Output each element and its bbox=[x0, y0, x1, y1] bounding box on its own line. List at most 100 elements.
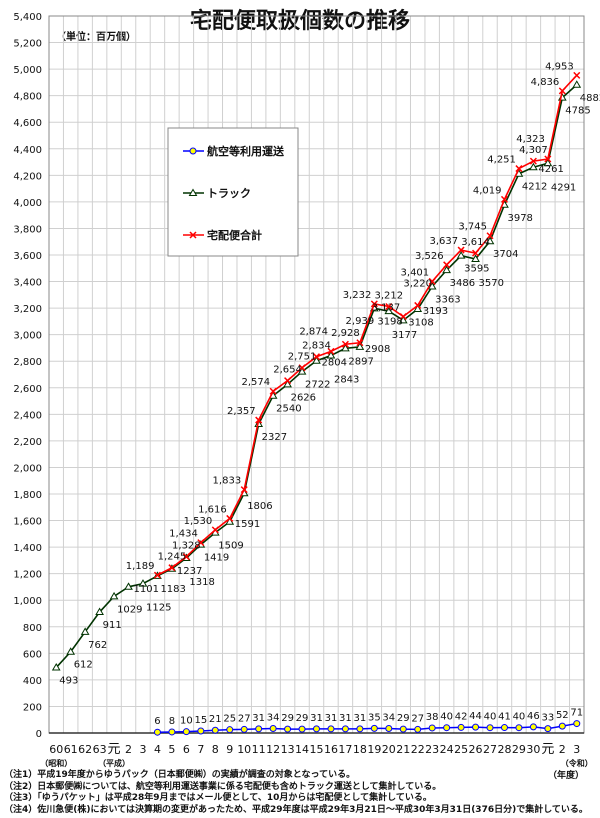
data-label: 3,745 bbox=[458, 222, 487, 233]
y-tick-label: 0 bbox=[36, 729, 42, 740]
y-tick-label: 1,600 bbox=[13, 517, 42, 528]
data-point-triangle bbox=[572, 80, 582, 88]
x-tick-label: 2 bbox=[559, 743, 566, 756]
data-point-triangle bbox=[413, 304, 423, 313]
data-point-circle bbox=[168, 728, 176, 736]
data-label: 911 bbox=[103, 620, 122, 631]
x-tick-label: 3 bbox=[139, 743, 146, 756]
data-point-circle bbox=[500, 724, 508, 732]
data-point-triangle bbox=[109, 591, 119, 600]
x-tick-label: 24 bbox=[440, 743, 454, 756]
data-label: 4,836 bbox=[531, 77, 560, 88]
data-point-x bbox=[197, 539, 205, 547]
data-point-triangle bbox=[398, 315, 408, 324]
data-label: 3595 bbox=[464, 264, 489, 275]
data-label: 29 bbox=[397, 713, 410, 724]
data-point-triangle bbox=[188, 188, 198, 196]
data-point-triangle bbox=[341, 343, 350, 352]
y-tick-label: 3,000 bbox=[13, 331, 42, 342]
data-point-circle bbox=[529, 723, 537, 731]
y-tick-label: 400 bbox=[23, 676, 42, 687]
x-tick-label: 11 bbox=[252, 743, 266, 756]
data-point-x bbox=[327, 347, 335, 355]
data-label: 6 bbox=[154, 716, 160, 727]
data-label: 31 bbox=[354, 713, 367, 724]
y-tick-label: 4,200 bbox=[13, 171, 42, 182]
data-label: 1,328 bbox=[172, 541, 201, 552]
data-point-x bbox=[226, 514, 234, 522]
data-label: 35 bbox=[368, 712, 381, 723]
data-label: 4882 bbox=[580, 93, 600, 104]
data-point-x bbox=[255, 416, 263, 424]
data-label: 762 bbox=[88, 640, 107, 651]
data-label: 2908 bbox=[365, 344, 390, 355]
data-point-x bbox=[500, 195, 509, 203]
data-label: 2327 bbox=[262, 432, 287, 443]
x-tick-label: 元 bbox=[541, 742, 554, 757]
data-label: 1,245 bbox=[158, 552, 187, 563]
y-tick-label: 1,000 bbox=[13, 596, 42, 607]
data-point-x bbox=[399, 312, 407, 321]
data-label: 25 bbox=[223, 714, 236, 725]
data-label: 3978 bbox=[507, 213, 532, 224]
data-label: 29 bbox=[281, 713, 294, 724]
data-label: 1125 bbox=[146, 603, 171, 614]
data-label: 31 bbox=[252, 713, 265, 724]
data-label: 4,323 bbox=[516, 134, 545, 145]
data-label: 40 bbox=[484, 712, 497, 723]
data-label: 33 bbox=[541, 713, 554, 724]
data-label: 41 bbox=[498, 712, 511, 723]
footnote: （注3）「ゆうパケット」は平成28年9月まではメール便として、10月からは宅配便… bbox=[4, 793, 432, 803]
x-tick-label: 21 bbox=[396, 743, 410, 756]
data-label: 1,833 bbox=[213, 476, 242, 487]
data-label: 1419 bbox=[204, 553, 229, 564]
unit-label: （単位：百万個） bbox=[56, 30, 136, 43]
data-label: 3,614 bbox=[461, 237, 490, 248]
x-axis-label: （年度） bbox=[548, 769, 584, 781]
y-tick-label: 5,400 bbox=[13, 12, 42, 23]
y-tick-label: 3,800 bbox=[13, 224, 42, 235]
x-tick-label: 2 bbox=[125, 743, 132, 756]
data-label: 3177 bbox=[392, 330, 417, 341]
data-point-triangle bbox=[297, 367, 307, 375]
data-point-triangle bbox=[283, 379, 292, 388]
data-point-triangle bbox=[95, 607, 104, 616]
data-point-x bbox=[356, 339, 364, 347]
chart-title: 宅配便取扱個数の推移 bbox=[190, 8, 410, 34]
x-tick-label: 14 bbox=[295, 743, 309, 756]
data-point-x bbox=[428, 277, 436, 285]
data-point-circle bbox=[197, 727, 205, 735]
data-point-circle bbox=[226, 726, 234, 734]
era-label: （昭和） bbox=[40, 758, 72, 768]
data-label: 27 bbox=[411, 713, 424, 724]
data-point-triangle bbox=[225, 517, 235, 525]
x-tick-label: 15 bbox=[310, 743, 324, 756]
data-label: 52 bbox=[556, 710, 569, 721]
data-point-x bbox=[298, 364, 306, 372]
data-label: 2,751 bbox=[288, 352, 317, 363]
legend-label: トラック bbox=[207, 187, 251, 200]
x-tick-label: 5 bbox=[168, 743, 175, 756]
data-label: 1806 bbox=[247, 501, 272, 512]
data-label: 3486 bbox=[450, 278, 475, 289]
data-point-triangle bbox=[442, 265, 452, 274]
data-label: 3,401 bbox=[401, 267, 430, 278]
data-label: 2,357 bbox=[227, 406, 256, 417]
data-label: 1237 bbox=[177, 566, 202, 577]
data-point-x bbox=[414, 301, 422, 309]
data-label: 1101 bbox=[134, 584, 159, 595]
data-point-circle bbox=[370, 724, 378, 732]
x-tick-label: 4 bbox=[154, 743, 161, 756]
data-label: 4,019 bbox=[473, 185, 502, 196]
data-point-triangle bbox=[485, 236, 495, 245]
data-point-x bbox=[457, 246, 465, 254]
data-label: 1,616 bbox=[198, 504, 227, 515]
data-point-x bbox=[573, 71, 581, 79]
data-label: 38 bbox=[426, 712, 439, 723]
data-point-circle bbox=[313, 725, 320, 733]
data-point-x bbox=[529, 157, 537, 165]
data-point-circle bbox=[515, 724, 523, 732]
data-point-circle bbox=[428, 724, 436, 732]
data-point-triangle bbox=[312, 356, 321, 364]
data-label: 10 bbox=[180, 716, 193, 727]
